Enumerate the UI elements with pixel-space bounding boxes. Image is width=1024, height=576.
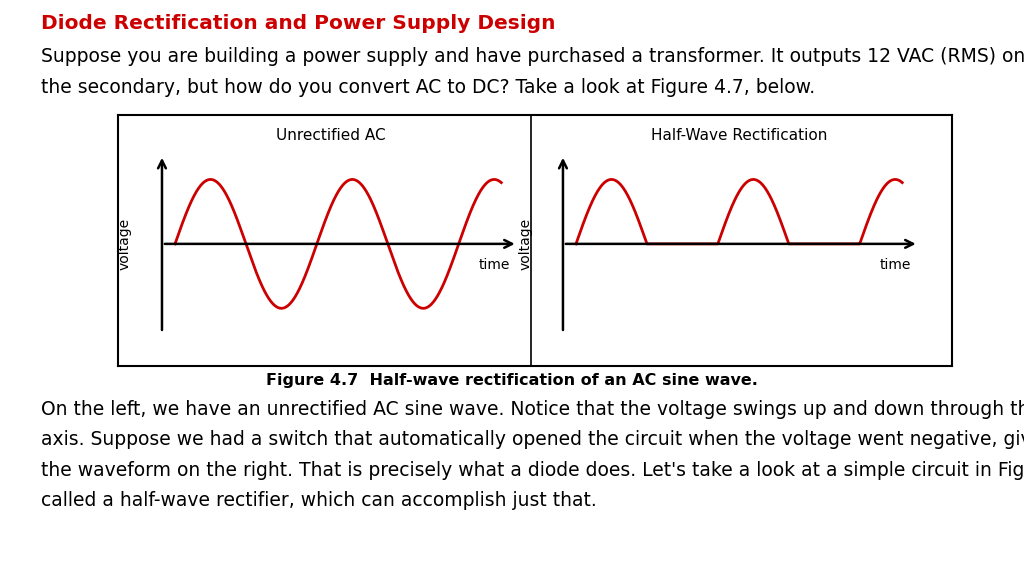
- Text: On the left, we have an unrectified AC sine wave. Notice that the voltage swings: On the left, we have an unrectified AC s…: [41, 400, 1024, 419]
- Text: time: time: [478, 258, 510, 272]
- Text: Half-Wave Rectification: Half-Wave Rectification: [651, 128, 827, 143]
- Text: axis. Suppose we had a switch that automatically opened the circuit when the vol: axis. Suppose we had a switch that autom…: [41, 430, 1024, 449]
- Text: voltage: voltage: [518, 218, 532, 270]
- Text: Figure 4.7  Half-wave rectification of an AC sine wave.: Figure 4.7 Half-wave rectification of an…: [266, 373, 758, 388]
- Text: Diode Rectification and Power Supply Design: Diode Rectification and Power Supply Des…: [41, 14, 555, 33]
- Text: voltage: voltage: [118, 218, 131, 270]
- Text: Suppose you are building a power supply and have purchased a transformer. It out: Suppose you are building a power supply …: [41, 47, 1024, 66]
- Text: time: time: [880, 258, 910, 272]
- Text: the waveform on the right. That is precisely what a diode does. Let's take a loo: the waveform on the right. That is preci…: [41, 461, 1024, 480]
- Text: the secondary, but how do you convert AC to DC? Take a look at Figure 4.7, below: the secondary, but how do you convert AC…: [41, 78, 815, 97]
- Text: Unrectified AC: Unrectified AC: [275, 128, 385, 143]
- Text: called a half-wave rectifier, which can accomplish just that.: called a half-wave rectifier, which can …: [41, 491, 597, 510]
